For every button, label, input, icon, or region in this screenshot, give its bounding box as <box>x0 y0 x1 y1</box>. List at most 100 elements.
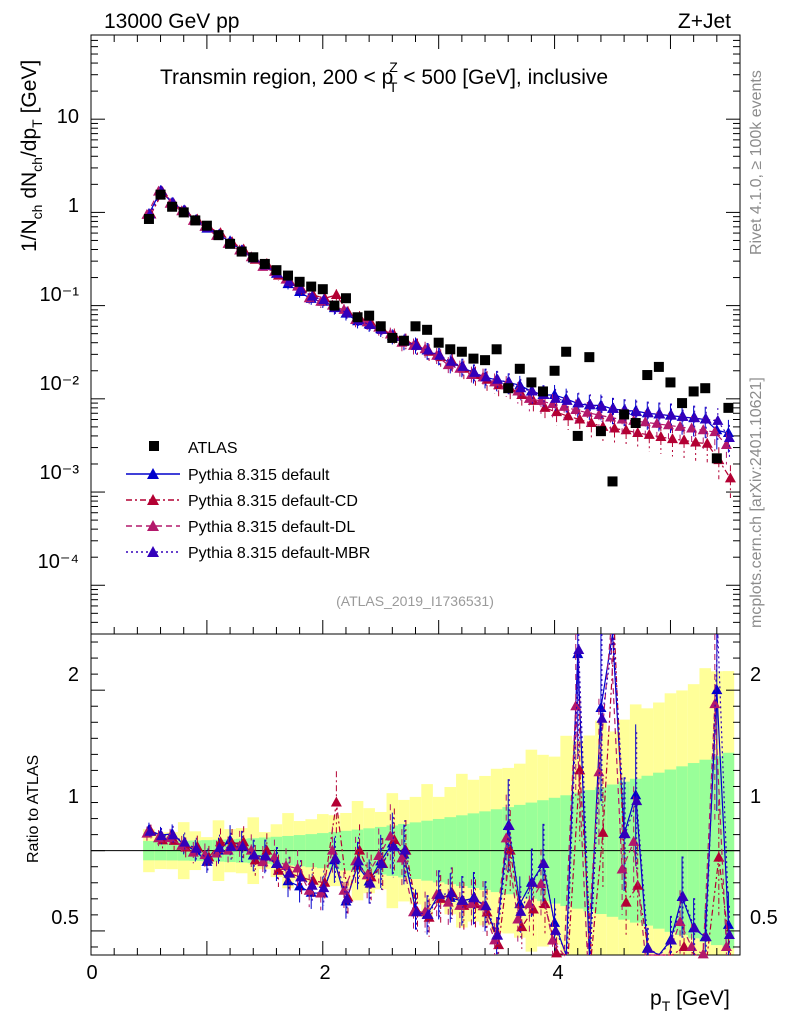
atlas-point <box>433 337 444 348</box>
atlas-point <box>190 215 201 226</box>
ratio-point <box>144 825 156 836</box>
atlas-point <box>155 189 166 200</box>
ratio-point <box>620 896 632 907</box>
title-prefix: Transmin region, 200 < p <box>160 66 393 89</box>
y-label-a: 1/N <box>18 219 41 252</box>
atlas-point <box>213 230 224 241</box>
atlas-point <box>271 265 282 276</box>
ratio-point <box>619 828 631 839</box>
ratio-point <box>156 830 168 841</box>
atlas-point <box>294 276 305 287</box>
ratio-point <box>283 867 295 878</box>
title-subscript: T <box>389 79 398 95</box>
ratio-point <box>527 903 539 914</box>
ratio-point <box>515 905 527 916</box>
ratio-point <box>319 876 331 887</box>
ratio-point <box>248 849 260 860</box>
ratio-point <box>539 898 551 909</box>
atlas-point <box>572 430 583 441</box>
ratio-point <box>551 947 563 958</box>
x-axis-label: pT [GeV] <box>650 987 730 1014</box>
atlas-point <box>619 409 630 420</box>
data-point <box>445 355 457 366</box>
data-point <box>523 392 535 403</box>
legend-marker-default-cd <box>147 494 159 505</box>
title-superscript: Z <box>389 59 398 75</box>
atlas-point <box>306 281 317 292</box>
data-point <box>678 434 690 445</box>
ratio-point <box>700 931 712 942</box>
data-point <box>573 397 585 408</box>
atlas-point <box>248 252 259 263</box>
ratio-point <box>503 819 515 830</box>
ratio-point <box>354 844 366 855</box>
ratio-point <box>303 884 315 895</box>
ratio-point <box>697 948 709 959</box>
ratio-tick-2-right: 2 <box>750 664 761 686</box>
legend-label-atlas: ATLAS <box>188 440 238 457</box>
ratio-point <box>373 850 385 861</box>
atlas-point <box>561 346 572 357</box>
ratio-point <box>318 882 330 893</box>
ratio-point <box>213 841 225 852</box>
ratio-y-tick-labels: 2 1 0.5 2 1 0.5 <box>51 664 778 929</box>
ratio-point <box>261 844 273 855</box>
atlas-point <box>410 321 421 332</box>
data-point <box>666 433 678 444</box>
ratio-point <box>516 921 528 932</box>
data-point <box>724 472 736 483</box>
atlas-point <box>201 220 212 231</box>
process-label: Z+Jet <box>678 10 731 33</box>
ratio-point <box>353 855 365 866</box>
ratio-point <box>341 892 353 903</box>
main-y-tick-labels: 10 1 10⁻¹ 10⁻² 10⁻³ 10⁻⁴ <box>38 106 80 573</box>
ratio-point <box>570 700 582 711</box>
data-point <box>457 360 469 371</box>
data-point <box>596 400 608 411</box>
ratio-point <box>190 842 202 853</box>
ratio-point <box>292 862 304 873</box>
legend-entry-default-dl: Pythia 8.315 default-DL <box>126 519 355 536</box>
x-tick-labels: 0 2 4 <box>86 962 563 984</box>
ratio-point <box>523 898 535 909</box>
ratio-tick-05-right: 0.5 <box>750 907 778 929</box>
data-point <box>662 419 674 430</box>
atlas-point <box>677 398 688 409</box>
ratio-point <box>237 840 249 851</box>
series-line <box>148 189 729 434</box>
ratio-point <box>512 913 524 924</box>
series-line <box>149 190 730 439</box>
legend-entry-default-cd: Pythia 8.315 default-CD <box>126 493 358 510</box>
ratio-point <box>445 887 457 898</box>
ratio-point <box>457 894 469 905</box>
data-point <box>700 413 712 424</box>
ratio-tick-1-right: 1 <box>750 786 761 808</box>
ratio-point <box>434 888 446 899</box>
ratio-point <box>282 875 294 886</box>
x-label-unit: [GeV] <box>670 987 730 1010</box>
data-point <box>651 417 663 428</box>
ratio-point <box>257 856 269 867</box>
atlas-point <box>225 238 236 249</box>
atlas-point <box>445 344 456 355</box>
atlas-point <box>398 335 409 346</box>
data-point <box>422 344 434 355</box>
ratio-point <box>294 880 306 891</box>
ratio-tick-1-left: 1 <box>68 786 79 808</box>
title-suffix: < 500 [GeV], inclusive <box>397 66 608 89</box>
ratio-point <box>631 795 643 806</box>
ratio-point <box>678 940 690 951</box>
atlas-point <box>526 377 537 388</box>
ratio-point <box>411 906 422 917</box>
atlas-point <box>178 207 189 218</box>
atlas-point <box>630 418 641 429</box>
data-point <box>515 382 527 393</box>
atlas-point <box>364 310 375 321</box>
ratio-point <box>307 874 319 885</box>
data-point <box>550 392 562 403</box>
data-point <box>341 306 353 317</box>
ratio-point <box>468 892 480 903</box>
x-label-sub: T <box>662 998 671 1014</box>
y-label-d: ch <box>29 157 45 172</box>
